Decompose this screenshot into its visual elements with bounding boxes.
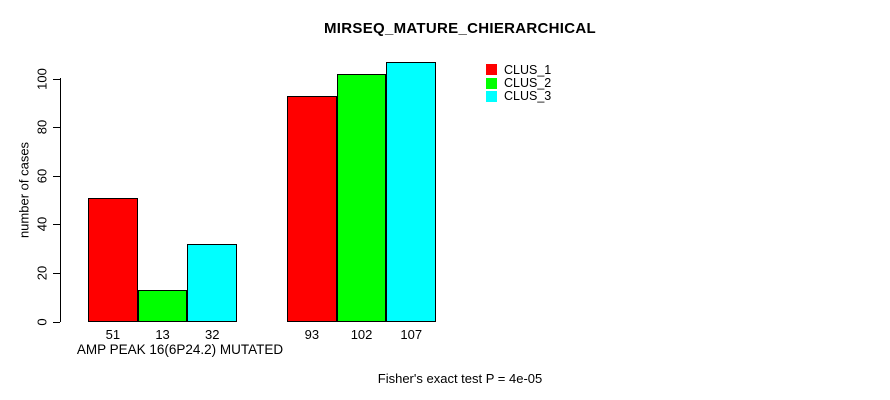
y-axis-tick [53,272,60,274]
bar-clus_2-group1 [137,290,188,322]
legend-swatch-icon [486,90,497,102]
fisher-test-annotation: Fisher's exact test P = 4e-05 [377,371,543,386]
bar-value-label: 32 [205,327,220,342]
y-axis-tick-label: 20 [34,265,50,281]
y-axis-line [60,78,61,322]
y-axis-tick [53,78,60,80]
bar-value-label: 102 [350,327,373,342]
chart-title: MIRSEQ_MATURE_CHIERARCHICAL [324,20,596,37]
y-axis-tick-label: 40 [34,217,50,232]
legend-label: CLUS_2 [504,76,552,91]
y-axis-label: number of cases [16,141,32,239]
bar-clus_2-group2 [336,74,387,322]
y-axis-tick [53,224,60,226]
y-axis-tick-label: 0 [34,317,50,326]
bar-clus_3-group2 [386,61,437,322]
bar-clus_3-group1 [187,244,238,322]
legend-label: CLUS_3 [504,89,552,104]
bar-value-label: 13 [155,327,170,342]
y-axis-tick-label: 60 [34,168,50,183]
bar-value-label: 51 [105,327,121,342]
y-axis-tick [53,321,60,323]
bar-value-label: 107 [400,327,423,342]
y-axis-tick [53,127,60,129]
legend: CLUS_1 CLUS_2 CLUS_3 [486,63,551,103]
y-axis-tick-label: 100 [34,67,50,90]
legend-swatch-icon [486,77,497,89]
bar-clus_1-group1 [88,198,138,322]
legend-swatch-icon [486,64,497,76]
bar-clus_1-group2 [287,96,337,322]
legend-item-clus_1: CLUS_1 [486,62,552,77]
x-group-label: AMP PEAK 16(6P24.2) MUTATED [76,342,284,357]
y-axis-tick-label: 80 [34,119,50,135]
legend-item-clus_2: CLUS_2 [486,76,552,91]
y-axis-tick [53,175,60,177]
bar-value-label: 93 [304,327,320,342]
legend-label: CLUS_1 [504,62,552,77]
legend-item-clus_3: CLUS_3 [486,89,552,104]
